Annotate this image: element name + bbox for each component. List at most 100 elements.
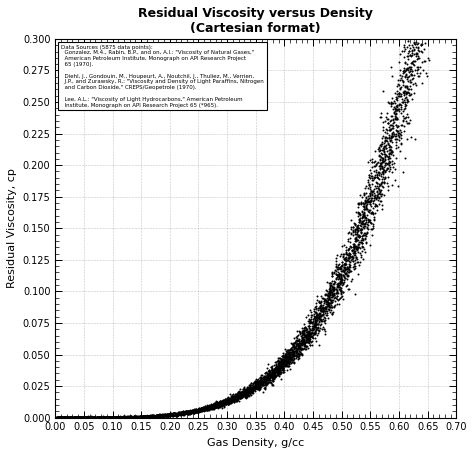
Point xyxy=(100,414,108,421)
Point xyxy=(324,300,331,308)
Point xyxy=(223,395,231,403)
Point xyxy=(286,346,294,354)
Point xyxy=(55,414,63,421)
Point xyxy=(378,154,386,161)
Point xyxy=(358,248,365,255)
Point xyxy=(196,406,204,414)
Point xyxy=(368,191,376,198)
Point xyxy=(99,414,107,421)
Point xyxy=(410,45,418,52)
Point xyxy=(208,400,215,408)
Point xyxy=(214,400,222,407)
Point xyxy=(137,414,145,421)
Point xyxy=(191,407,199,415)
Point xyxy=(379,159,387,166)
Point xyxy=(286,353,294,360)
Point xyxy=(168,411,176,418)
Point xyxy=(331,293,339,301)
Point xyxy=(315,298,322,306)
Point xyxy=(349,223,357,230)
Point xyxy=(356,233,364,240)
Point xyxy=(158,412,166,419)
Point xyxy=(272,367,280,374)
Point xyxy=(256,376,264,384)
Point xyxy=(52,414,59,421)
Point xyxy=(157,412,164,419)
Point xyxy=(146,412,154,420)
Point xyxy=(384,187,392,194)
Point xyxy=(205,405,213,413)
Point xyxy=(177,409,185,416)
Point xyxy=(141,413,149,420)
Point xyxy=(70,414,78,421)
Point xyxy=(158,411,166,419)
Point xyxy=(232,396,240,403)
Point xyxy=(98,414,105,421)
Point xyxy=(316,304,324,311)
Point xyxy=(74,414,82,421)
Point xyxy=(424,29,431,36)
Point xyxy=(205,404,213,411)
Point xyxy=(285,354,293,361)
Point xyxy=(328,277,336,284)
Point xyxy=(73,414,81,421)
Point xyxy=(334,273,341,280)
Point xyxy=(402,117,410,125)
Point xyxy=(109,414,116,421)
Point xyxy=(138,414,146,421)
Point xyxy=(82,414,90,421)
Point xyxy=(102,414,109,421)
Point xyxy=(294,355,302,363)
Point xyxy=(307,338,314,345)
Point xyxy=(363,202,370,209)
Point xyxy=(421,29,428,36)
Point xyxy=(93,414,100,421)
Point xyxy=(121,414,128,421)
Point xyxy=(170,412,178,419)
Point xyxy=(408,95,415,102)
Point xyxy=(233,396,241,404)
Point xyxy=(336,280,344,287)
Point xyxy=(101,414,109,421)
Point xyxy=(140,413,148,420)
Point xyxy=(357,228,365,236)
Point xyxy=(350,243,357,251)
Point xyxy=(166,411,174,419)
Point xyxy=(396,85,404,92)
Point xyxy=(219,398,227,405)
Point xyxy=(143,412,150,419)
Point xyxy=(389,164,397,171)
Point xyxy=(130,414,138,421)
Point xyxy=(217,400,224,407)
Point xyxy=(94,414,101,421)
Point xyxy=(275,359,283,366)
Point xyxy=(175,408,182,415)
Point xyxy=(237,389,245,396)
Point xyxy=(218,398,226,405)
Point xyxy=(125,414,132,421)
Point xyxy=(195,409,203,416)
Point xyxy=(284,359,292,367)
Point xyxy=(192,405,200,412)
Point xyxy=(413,29,420,36)
Point xyxy=(137,412,144,420)
Point xyxy=(342,282,350,289)
Point xyxy=(287,354,295,362)
Point xyxy=(410,30,418,37)
Point xyxy=(283,359,291,367)
Point xyxy=(190,406,198,413)
Point xyxy=(268,374,275,381)
Point xyxy=(245,389,252,397)
Point xyxy=(296,329,304,336)
Point xyxy=(315,341,323,349)
Point xyxy=(193,407,201,415)
Point xyxy=(426,29,433,36)
Point xyxy=(56,414,64,421)
Point xyxy=(192,406,200,413)
Point xyxy=(391,112,398,120)
Point xyxy=(215,403,222,410)
Point xyxy=(419,79,426,86)
Point xyxy=(109,414,116,421)
Point xyxy=(366,191,374,198)
Point xyxy=(133,414,141,421)
